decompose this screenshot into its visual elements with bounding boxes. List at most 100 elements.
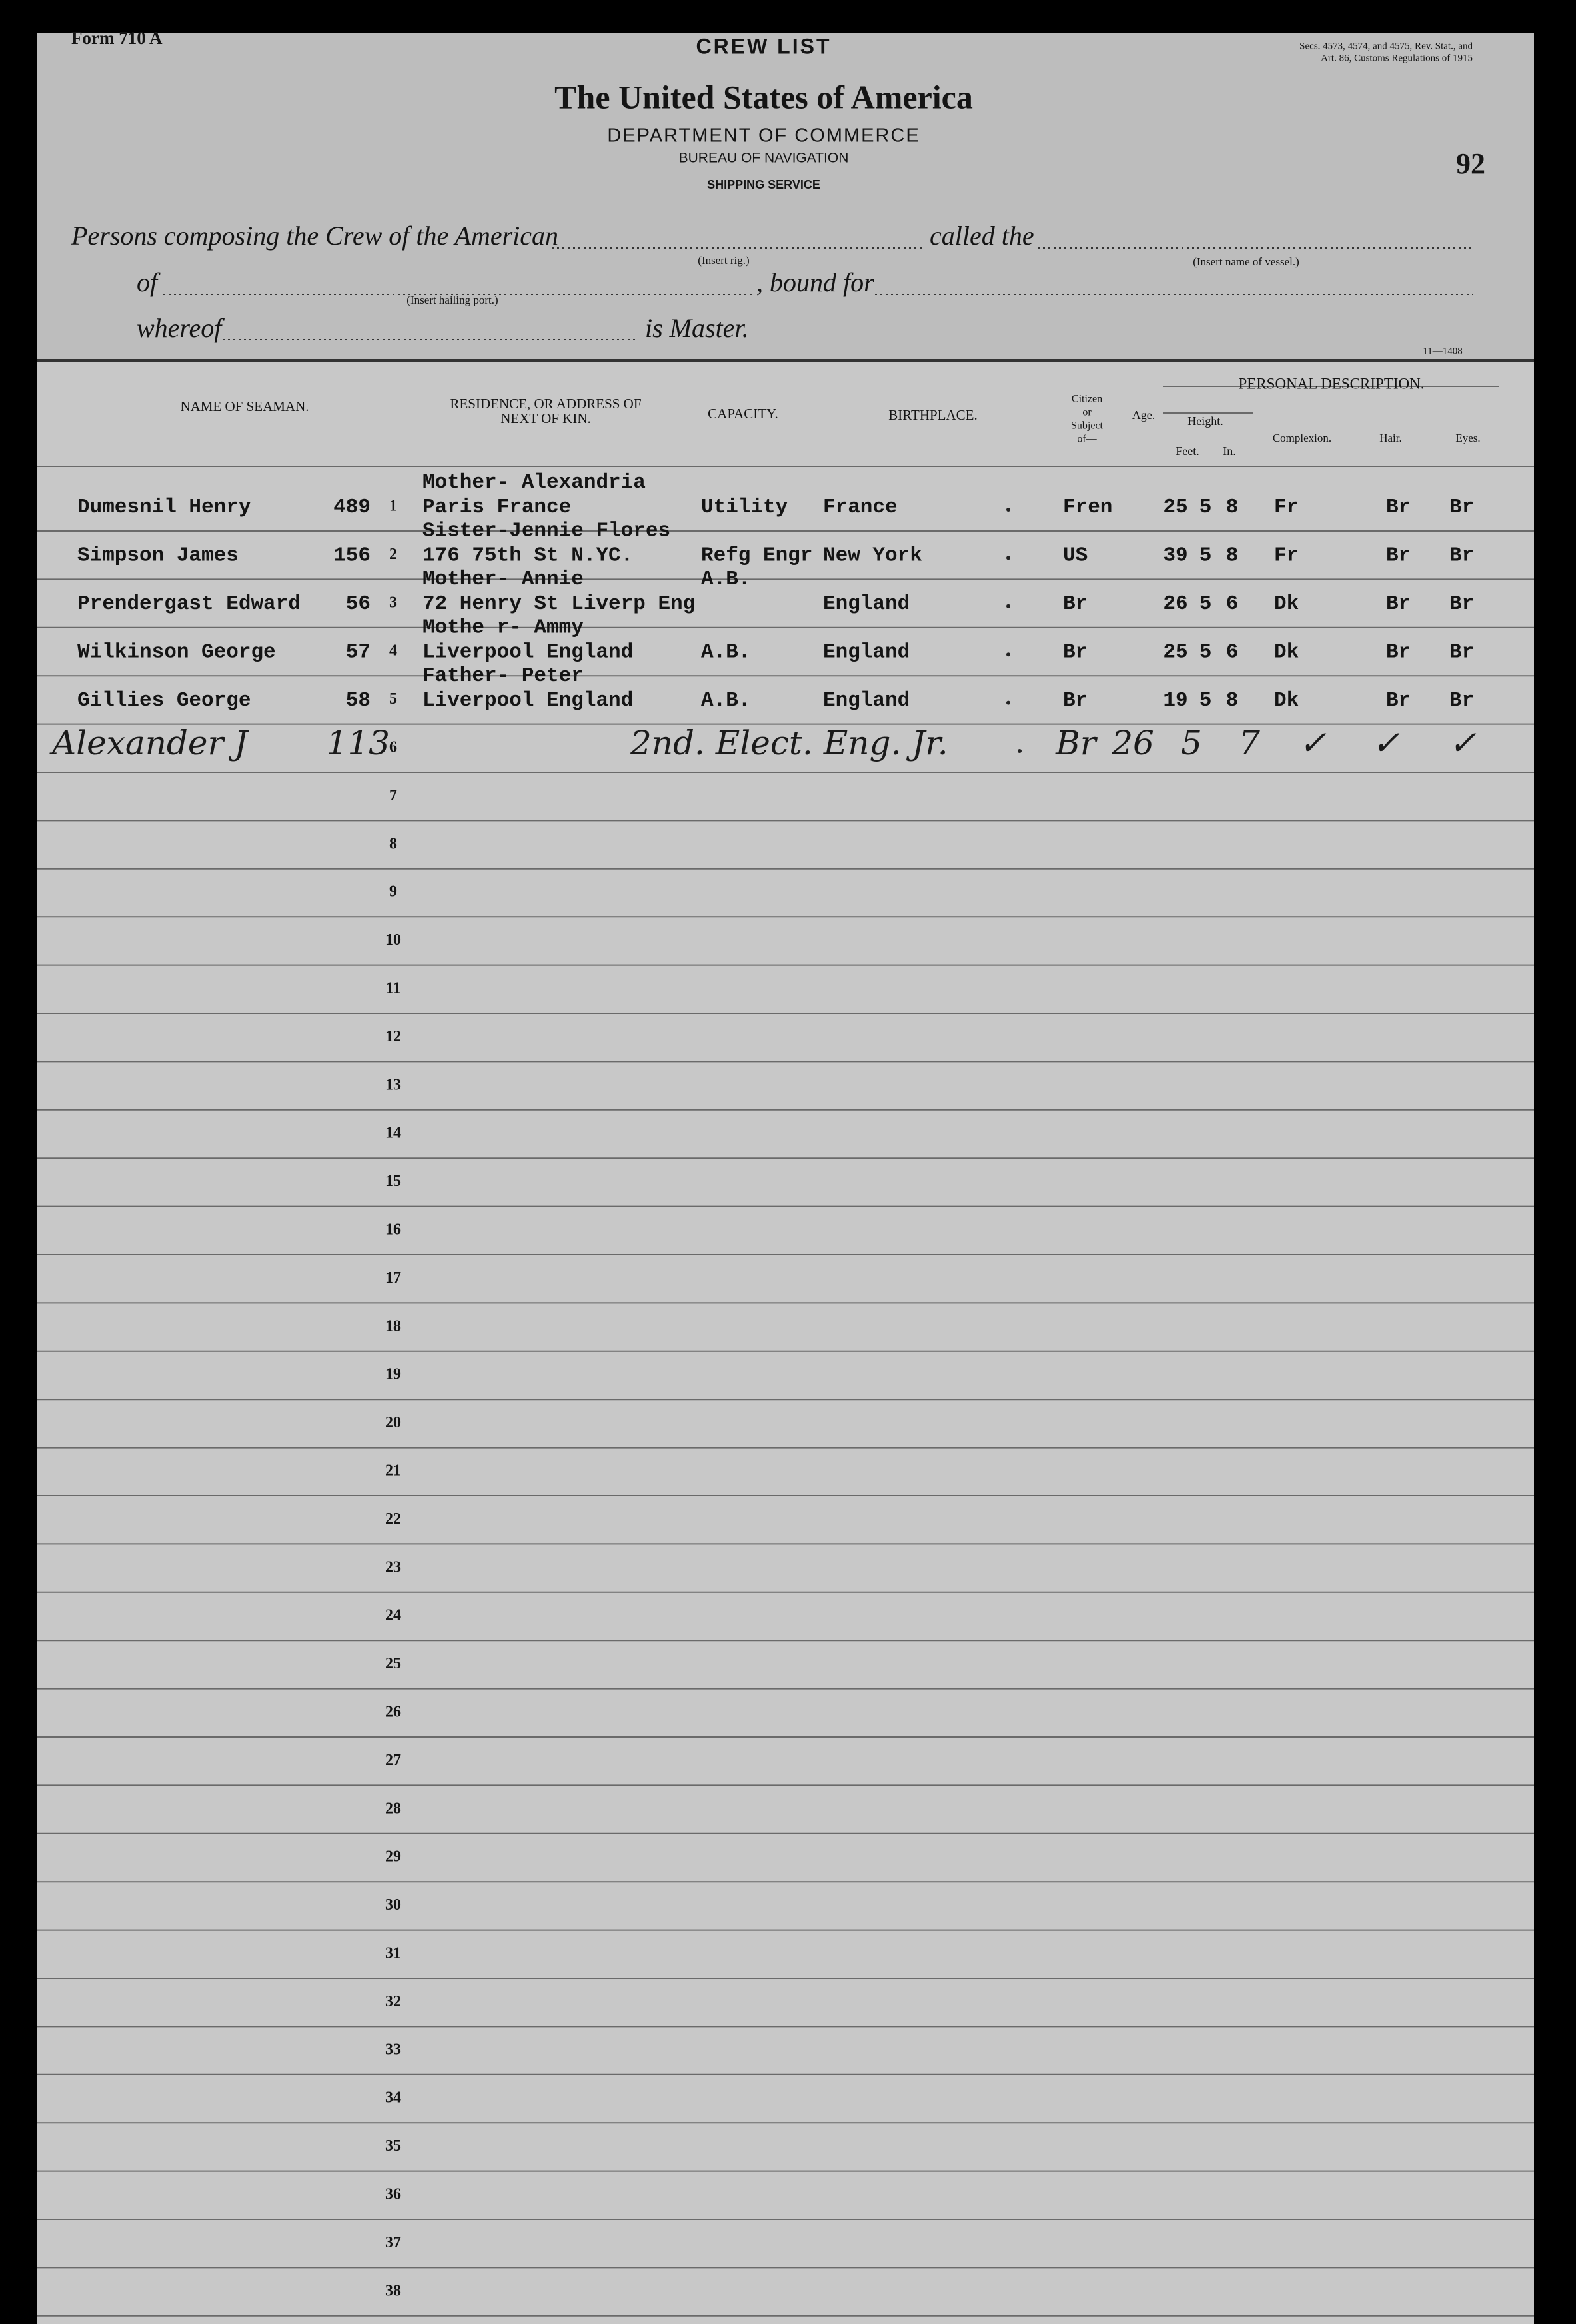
cell-age: 25 (1163, 640, 1187, 664)
line-number: 17 (385, 1269, 401, 1287)
column-heading: Hair. (1379, 432, 1402, 444)
cell-feet: 5 (1199, 544, 1212, 568)
statute-line: Art. 86, Customs Regulations of 1915 (1321, 53, 1473, 63)
column-heading: NAME OF SEAMAN. (180, 398, 309, 414)
cell-hair: Br (1386, 592, 1411, 616)
cell-capacity: Refg Engr (701, 544, 812, 568)
column-heading: RESIDENCE, OR ADDRESS OF (450, 396, 641, 412)
line-number: 25 (385, 1655, 401, 1672)
ditto-dot (1006, 652, 1010, 657)
line-number: 21 (385, 1462, 401, 1480)
column-heading: or (1082, 407, 1092, 418)
cell-age: 25 (1163, 496, 1187, 519)
cell-name: Gillies George (77, 689, 251, 712)
column-heading: Height. (1187, 414, 1223, 428)
line-number: 5 (389, 690, 397, 708)
cell-capacity: A.B. (701, 689, 750, 712)
cell-complexion: Fr (1274, 496, 1299, 519)
country: The United States of America (554, 78, 973, 115)
handwritten-eyes: ✓ (1449, 724, 1477, 762)
column-heading: Feet. (1176, 444, 1199, 458)
form-title: CREW LIST (696, 34, 832, 58)
handwritten-capacity: 2nd. Elect. Eng. Jr. (630, 724, 948, 762)
cell-capacity: Utility (701, 496, 788, 519)
line-number: 8 (389, 835, 397, 852)
hint: (Insert rig.) (698, 254, 749, 267)
line-number: 11 (386, 980, 401, 997)
cell-name: Prendergast Edward (77, 592, 301, 616)
line-number: 19 (385, 1366, 401, 1383)
column-heading: Complexion. (1273, 432, 1331, 444)
handwritten-citizen: Br (1055, 724, 1098, 762)
line-number: 34 (385, 2089, 401, 2107)
preamble-text: of (137, 267, 161, 297)
line-number: 24 (385, 1607, 401, 1624)
preamble-text: , bound for (756, 267, 874, 297)
cell-inches: 8 (1226, 544, 1239, 568)
cell-eyes: Br (1449, 592, 1474, 616)
cell-birthplace: England (823, 592, 910, 616)
preamble-text: is Master. (645, 313, 749, 343)
column-heading: Citizen (1072, 394, 1102, 405)
cell-eyes: Br (1449, 496, 1474, 519)
cell-kin: Paris France (422, 496, 571, 519)
column-heading: Eyes. (1455, 432, 1480, 444)
ditto-dot (1006, 556, 1010, 560)
line-number: 18 (385, 1317, 401, 1335)
ditto-dot (1006, 700, 1010, 705)
paper (37, 33, 1534, 2324)
cell-eyes: Br (1449, 640, 1474, 664)
cell-complexion: Dk (1274, 592, 1299, 616)
bureau: BUREAU OF NAVIGATION (679, 151, 849, 166)
line-number: 1 (389, 498, 397, 515)
line-number: 6 (389, 739, 397, 756)
service: SHIPPING SERVICE (707, 178, 820, 191)
cell-id: 58 (346, 689, 371, 712)
cell-hair: Br (1386, 640, 1411, 664)
line-number: 32 (385, 1993, 401, 2010)
cell-id: 56 (346, 592, 371, 616)
cell-id: 156 (333, 544, 371, 568)
handwritten-id: 113 (327, 724, 390, 762)
cell-eyes: Br (1449, 689, 1474, 712)
cell-birthplace: England (823, 640, 910, 664)
hint: (Insert hailing port.) (406, 294, 498, 306)
preamble-text: Persons composing the Crew of the Americ… (71, 221, 558, 251)
handwritten-feet: 5 (1181, 724, 1202, 762)
ditto-dot (1006, 604, 1010, 608)
column-heading: CAPACITY. (708, 406, 778, 422)
line-number: 26 (385, 1704, 401, 1721)
handwritten-age: 26 (1111, 724, 1154, 762)
line-number: 10 (385, 931, 401, 949)
cell-feet: 5 (1199, 592, 1212, 616)
cell-complexion: Fr (1274, 544, 1299, 568)
cell-capacity: A.B. (701, 640, 750, 664)
cell-birthplace: New York (823, 544, 922, 568)
ditto-dot (1006, 508, 1010, 512)
line-number: 16 (385, 1221, 401, 1239)
preamble: Persons composing the Crew of the Americ… (71, 221, 1463, 356)
cell-kin: Liverpool England (422, 640, 633, 664)
line-number: 31 (385, 1945, 401, 1962)
line-number: 14 (385, 1125, 401, 1142)
line-number: 29 (385, 1848, 401, 1866)
cell-citizen: Fren (1063, 496, 1112, 519)
line-number: 3 (389, 594, 397, 611)
cell-citizen: Br (1063, 640, 1088, 664)
handwritten-inches: 7 (1239, 724, 1260, 762)
cell-birthplace: England (823, 689, 910, 712)
page-number: 92 (1456, 147, 1485, 180)
column-headings: NAME OF SEAMAN. RESIDENCE, OR ADDRESS OF… (180, 375, 1480, 458)
line-number: 12 (385, 1028, 401, 1045)
cell-hair: Br (1386, 496, 1411, 519)
line-number: 27 (385, 1752, 401, 1769)
column-heading: Age. (1132, 408, 1156, 422)
line-number: 36 (385, 2186, 401, 2203)
ditto-dot (1018, 749, 1022, 753)
line-number: 35 (385, 2137, 401, 2155)
column-heading: of— (1077, 434, 1097, 445)
cell-kin: 72 Henry St Liverp Eng (422, 592, 695, 616)
cell-kin: Father- Peter (422, 664, 584, 688)
